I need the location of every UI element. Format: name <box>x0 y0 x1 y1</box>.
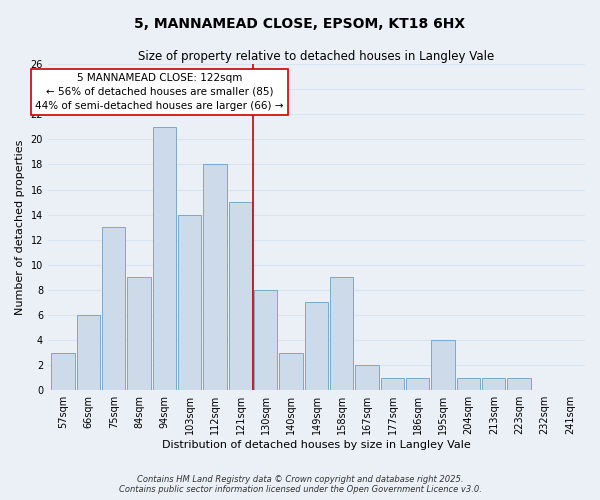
Bar <box>508 378 531 390</box>
Bar <box>431 340 455 390</box>
Bar <box>102 227 125 390</box>
Bar <box>406 378 430 390</box>
Y-axis label: Number of detached properties: Number of detached properties <box>15 140 25 315</box>
Bar <box>178 214 202 390</box>
Text: 5, MANNAMEAD CLOSE, EPSOM, KT18 6HX: 5, MANNAMEAD CLOSE, EPSOM, KT18 6HX <box>134 18 466 32</box>
Bar <box>355 365 379 390</box>
Bar <box>203 164 227 390</box>
Bar <box>330 278 353 390</box>
Bar <box>381 378 404 390</box>
Bar <box>280 352 303 390</box>
Bar <box>127 278 151 390</box>
Bar <box>482 378 505 390</box>
Text: 5 MANNAMEAD CLOSE: 122sqm
← 56% of detached houses are smaller (85)
44% of semi-: 5 MANNAMEAD CLOSE: 122sqm ← 56% of detac… <box>35 73 284 111</box>
Bar <box>153 127 176 390</box>
Bar <box>52 352 75 390</box>
Text: Contains HM Land Registry data © Crown copyright and database right 2025.
Contai: Contains HM Land Registry data © Crown c… <box>119 474 481 494</box>
Bar <box>457 378 480 390</box>
X-axis label: Distribution of detached houses by size in Langley Vale: Distribution of detached houses by size … <box>162 440 471 450</box>
Bar <box>305 302 328 390</box>
Title: Size of property relative to detached houses in Langley Vale: Size of property relative to detached ho… <box>139 50 494 63</box>
Bar <box>254 290 277 390</box>
Bar <box>77 315 100 390</box>
Bar <box>229 202 252 390</box>
